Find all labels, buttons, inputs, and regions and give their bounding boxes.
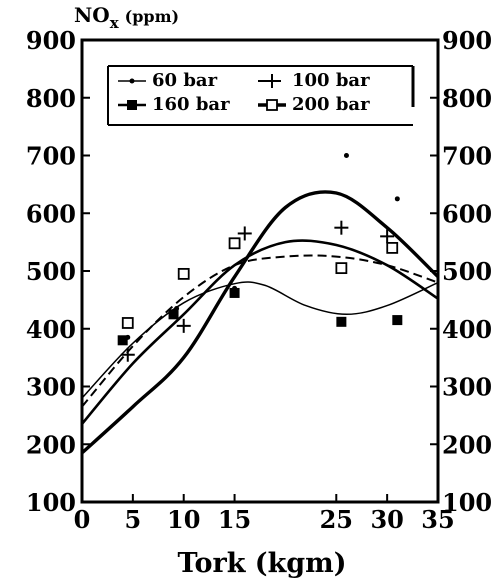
- point-200-bar-3: [335, 262, 348, 275]
- point-200-bar-1: [177, 267, 190, 280]
- legend-label-160-bar: 160 bar: [152, 94, 230, 115]
- y-tick-label-right: 900: [442, 26, 492, 55]
- point-100-bar-4: [380, 229, 395, 244]
- y-tick-label-left: 600: [26, 199, 76, 228]
- x-tick-label: 15: [218, 505, 251, 534]
- y-tick-label-right: 200: [442, 430, 492, 459]
- y-tick-label-right: 500: [442, 257, 492, 286]
- y-tick-label-left: 300: [26, 373, 76, 402]
- point-160-bar-4: [392, 315, 403, 326]
- point-100-bar-0: [120, 347, 135, 362]
- legend: 60 bar 100 bar 160 bar 200 bar: [107, 65, 415, 126]
- y-tick-label-left: 700: [26, 142, 76, 171]
- legend-marker-200-bar: [266, 99, 278, 111]
- point-100-bar-2: [237, 226, 252, 241]
- point-100-bar-3: [334, 220, 349, 235]
- x-axis-title: Tork (kgm): [177, 548, 346, 579]
- y-axis-title-main: NO: [74, 3, 110, 27]
- y-tick-label-right: 800: [442, 84, 492, 113]
- x-tick-label: 30: [370, 505, 403, 534]
- point-60-bar-4: [394, 196, 400, 202]
- y-axis-title-unit: (ppm): [125, 7, 179, 26]
- x-tick-label: 25: [320, 505, 353, 534]
- x-tick-label: 0: [74, 505, 91, 534]
- point-160-bar-1: [168, 309, 179, 320]
- y-tick-label-left: 800: [26, 84, 76, 113]
- y-tick-label-right: 300: [442, 373, 492, 402]
- legend-label-100-bar: 100 bar: [292, 70, 370, 91]
- series-curves: [80, 190, 440, 455]
- y-tick-label-left: 100: [26, 488, 76, 517]
- y-tick-label-right: 400: [442, 315, 492, 344]
- curve-100-bar: [81, 254, 439, 408]
- x-tick-label: 35: [421, 505, 454, 534]
- curve-200-bar: [80, 190, 440, 455]
- y-axis-title: NOx (ppm): [74, 3, 179, 32]
- point-200-bar-4: [386, 241, 399, 254]
- axis-titles: NOx (ppm) Tork (kgm): [74, 3, 347, 579]
- legend-marker-100-bar: [265, 74, 279, 88]
- y-axis-title-subscript: x: [110, 14, 120, 32]
- y-tick-label-left: 400: [26, 315, 76, 344]
- curve-160-bar: [81, 239, 439, 425]
- y-tick-label-right: 600: [442, 199, 492, 228]
- point-100-bar-1: [176, 318, 191, 333]
- x-tick-label: 5: [125, 505, 142, 534]
- point-160-bar-2: [229, 287, 240, 298]
- series-markers: [117, 153, 403, 362]
- x-tick-label: 10: [167, 505, 200, 534]
- legend-label-60-bar: 60 bar: [152, 70, 218, 91]
- y-tick-label-left: 500: [26, 257, 76, 286]
- legend-marker-160-bar: [127, 100, 137, 110]
- point-160-bar-0: [117, 335, 128, 346]
- y-tick-label-left: 200: [26, 430, 76, 459]
- y-tick-label-left: 900: [26, 26, 76, 55]
- y-tick-label-right: 700: [442, 142, 492, 171]
- legend-label-200-bar: 200 bar: [292, 94, 370, 115]
- point-200-bar-2: [228, 237, 241, 250]
- curve-60-bar: [81, 281, 439, 399]
- point-60-bar-3: [343, 153, 349, 158]
- legend-marker-60-bar: [129, 78, 135, 84]
- point-160-bar-3: [336, 316, 347, 327]
- y-tick-label-right: 100: [442, 488, 492, 517]
- point-200-bar-0: [121, 317, 134, 329]
